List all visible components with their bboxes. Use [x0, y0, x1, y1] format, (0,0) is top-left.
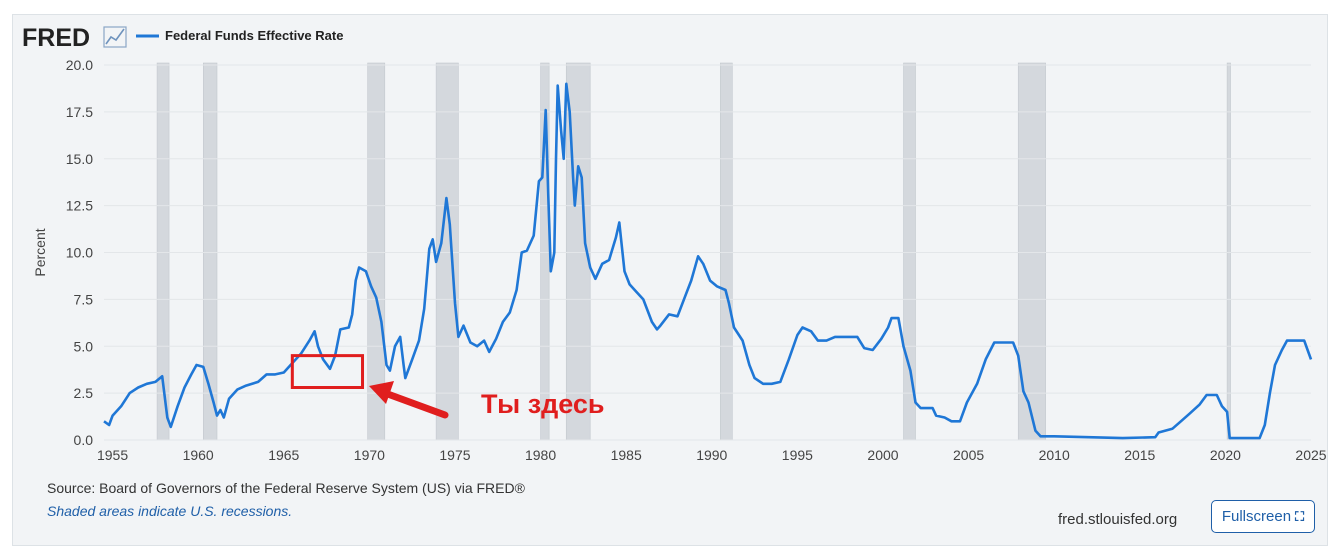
y-tick-label: 17.5 [66, 104, 93, 120]
y-tick-label: 15.0 [66, 151, 93, 167]
y-gridlines [104, 64, 1311, 441]
x-tick-label: 1980 [525, 447, 556, 463]
recession-band [1226, 62, 1231, 441]
x-tick-label: 1970 [354, 447, 385, 463]
y-tick-label: 10.0 [66, 245, 93, 261]
legend-label: Federal Funds Effective Rate [165, 28, 343, 43]
y-tick-label: 0.0 [74, 432, 94, 448]
annotation-label: Ты здесь [481, 389, 605, 419]
recession-note: Shaded areas indicate U.S. recessions. [47, 503, 293, 519]
expand-icon: ⛶ [1295, 508, 1305, 524]
x-tick-label: 2015 [1124, 447, 1155, 463]
recession-bands [156, 62, 1231, 441]
recession-band [1017, 62, 1046, 441]
x-tick-labels: 1955 1960 1965 1970 1975 1980 1985 1990 1995 2000… [97, 447, 1327, 463]
chart-card [12, 14, 1328, 546]
x-tick-label: 2000 [867, 447, 898, 463]
annotation-arrow [369, 381, 449, 419]
y-tick-label: 2.5 [74, 385, 94, 401]
x-tick-label: 1985 [611, 447, 642, 463]
x-tick-label: 2005 [953, 447, 984, 463]
x-tick-label: 2025 [1295, 447, 1326, 463]
y-axis-label: Percent [32, 228, 48, 276]
y-tick-label: 7.5 [74, 291, 94, 307]
y-tick-labels: 0.0 2.5 5.0 7.5 10.0 12.5 15.0 17.5 20.0 [66, 57, 93, 448]
x-tick-label: 2020 [1210, 447, 1241, 463]
highlight-box [290, 354, 365, 389]
site-link[interactable]: fred.stlouisfed.org [1058, 511, 1178, 528]
fred-logo[interactable]: FRED [22, 24, 90, 52]
fullscreen-label: Fullscreen [1221, 508, 1292, 525]
y-tick-label: 12.5 [66, 198, 93, 214]
y-tick-label: 20.0 [66, 57, 93, 73]
x-tick-label: 1975 [439, 447, 470, 463]
x-tick-label: 1990 [696, 447, 727, 463]
y-tick-label: 5.0 [74, 338, 94, 354]
line-chart-icon [103, 26, 127, 48]
x-tick-label: 1995 [782, 447, 813, 463]
x-tick-label: 1965 [268, 447, 299, 463]
source-text: Source: Board of Governors of the Federa… [47, 480, 525, 496]
recession-band [720, 62, 733, 441]
x-tick-label: 1960 [183, 447, 214, 463]
recession-band [202, 62, 218, 441]
fullscreen-button[interactable]: Fullscreen ⛶ [1211, 500, 1315, 533]
x-tick-label: 1955 [97, 447, 128, 463]
series-line-federal-funds-rate [103, 82, 1313, 440]
x-tick-label: 2010 [1039, 447, 1070, 463]
